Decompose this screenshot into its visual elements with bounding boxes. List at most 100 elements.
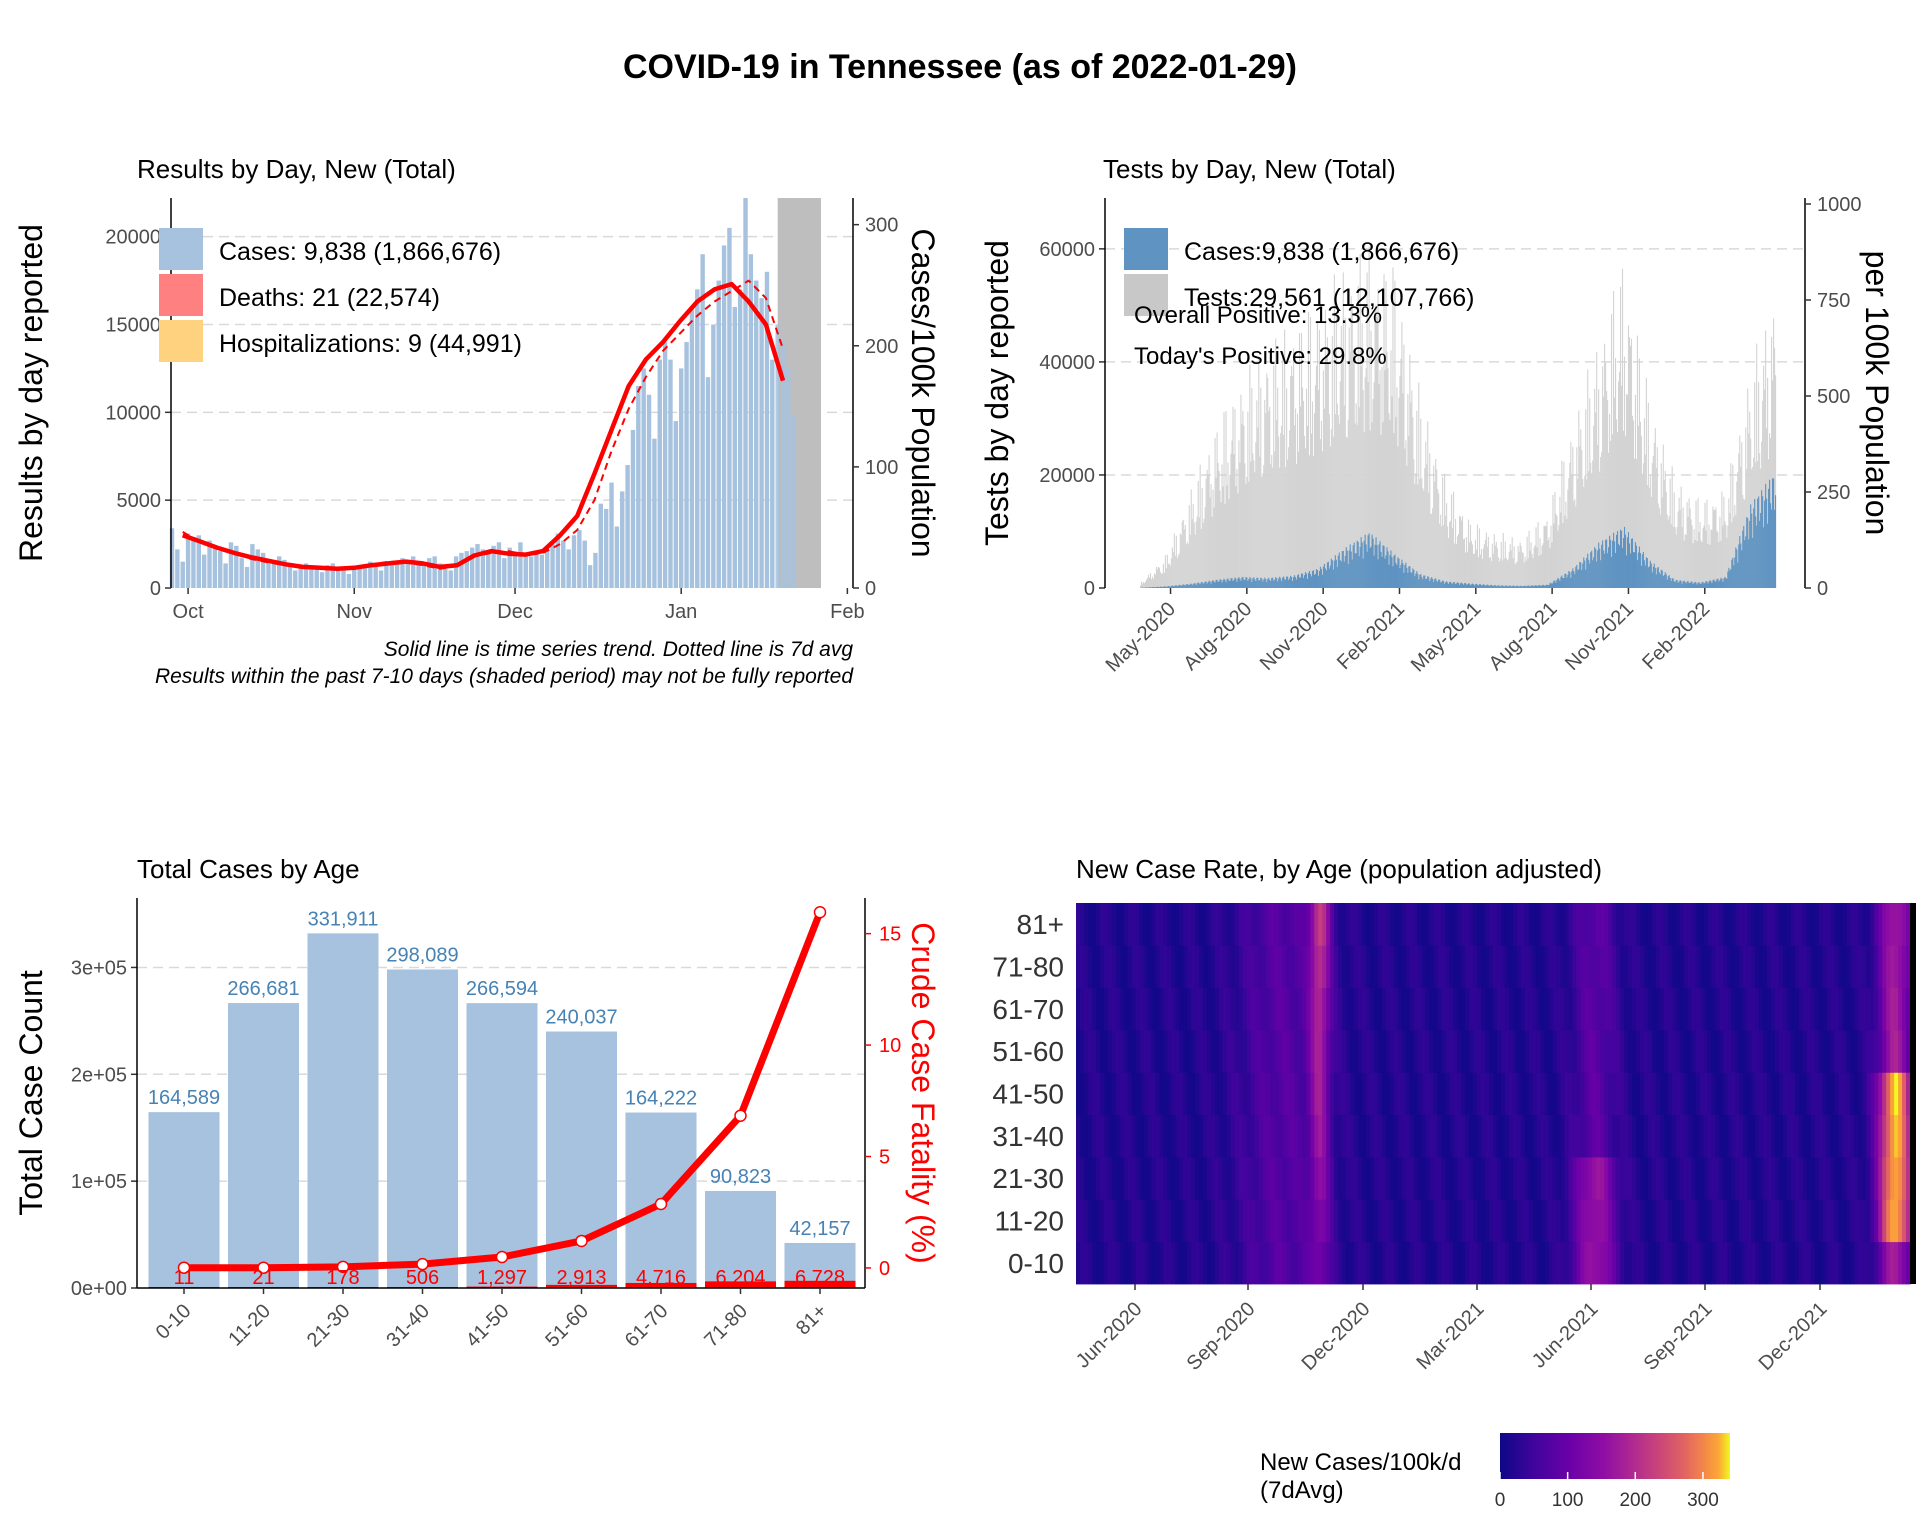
case-bar [1288,579,1290,588]
test-bar [1378,384,1380,588]
y2-axis-title: Cases/100k Population [905,228,941,557]
test-bar [1730,463,1732,588]
note-line: Results within the past 7-10 days (shade… [155,665,854,688]
case-bar [1725,578,1727,588]
test-bar [1167,563,1169,588]
test-bar [1162,563,1164,588]
heat-cell [1095,1030,1101,1073]
heat-cell [1798,1072,1804,1116]
heat-cell [1242,903,1248,946]
heat-cell [1354,1114,1359,1158]
x-tick-label: Feb-2022 [1638,598,1714,674]
case-bar [1755,516,1757,588]
case-bar [1694,581,1696,588]
heat-cell [1496,987,1502,1031]
bar [732,306,737,588]
case-bar [1577,570,1579,588]
test-bar [1453,491,1455,588]
heat-cell [1139,1072,1145,1116]
heat-cell [1290,1199,1296,1243]
test-bar [1293,348,1295,588]
case-bar [1400,564,1402,588]
heat-cell [1318,1030,1323,1073]
legend-title: (7dAvg) [1260,1477,1344,1504]
test-bar [1529,550,1531,588]
heat-cell [1485,987,1490,1031]
heat-cell [1608,1241,1613,1285]
heat-cell [1079,1114,1085,1158]
heat-cell [1767,1072,1772,1116]
heat-cell [1707,1241,1713,1285]
test-bar [1515,562,1517,588]
heat-cell [1771,945,1776,989]
heat-cell [1429,1072,1435,1116]
heat-cell [1608,987,1613,1031]
heat-cell [1373,987,1379,1031]
heat-cell [1691,903,1697,946]
heat-cell [1318,1157,1323,1200]
heat-cell [1127,987,1133,1031]
case-bar [1270,580,1272,588]
heat-cell [1091,1199,1097,1243]
heat-cell [1195,987,1200,1031]
heat-cell [1477,1114,1482,1158]
test-bar [1287,459,1289,588]
heat-cell [1346,903,1351,946]
heat-cell [1413,1199,1419,1243]
test-bar [1695,500,1697,588]
case-bar [1701,582,1703,588]
heat-cell [1290,903,1296,946]
heat-cell [1743,987,1748,1031]
heat-cell [1457,987,1462,1031]
heat-cell [1215,1241,1220,1285]
heat-cell [1500,1241,1506,1285]
heat-cell [1171,1157,1176,1200]
case-bar [1589,563,1591,588]
case-bar [1362,558,1364,588]
bar [389,561,394,588]
heat-cell [1437,1241,1442,1285]
case-bar [1550,582,1552,588]
heat-cell [1858,1030,1863,1073]
heat-cell [1822,903,1828,946]
heat-cell [1695,1072,1701,1116]
case-bar [1558,579,1560,588]
heat-cell [1782,1072,1788,1116]
heat-cell [1838,903,1844,946]
heat-cell [1667,1199,1673,1243]
fatality-point [575,1234,588,1248]
case-bar [1250,578,1252,588]
test-bar [1171,547,1173,588]
heat-cell [1782,1241,1788,1285]
heat-cell [1536,1157,1542,1200]
heat-cell [1707,987,1713,1031]
case-bar [1744,540,1746,588]
heat-cell [1858,1157,1863,1200]
heat-cell [1246,1030,1252,1073]
heat-cell [1798,903,1804,946]
heat-cell [1560,987,1566,1031]
test-bar [1574,499,1576,588]
test-bar [1321,451,1323,588]
test-bar [1339,381,1341,588]
heat-cell [1155,1241,1160,1285]
heat-cell [1500,1199,1506,1243]
test-bar [1189,534,1191,588]
heat-cell [1580,1030,1585,1073]
test-bar [1611,314,1613,588]
case-bar [1733,565,1735,588]
case-bar [1301,573,1304,588]
heat-cell [1250,1241,1256,1285]
heat-cell [1711,1072,1716,1116]
case-bar [1568,570,1570,588]
heat-cell [1357,1241,1363,1285]
test-bar [1298,451,1300,588]
heat-cell [1858,1072,1863,1116]
heat-cell [1270,1114,1276,1158]
test-bar [1615,358,1617,588]
x-tick-label: Nov [336,601,372,623]
heat-cell [1707,1114,1713,1158]
heat-cell [1667,1114,1673,1158]
heat-cell [1143,987,1149,1031]
heat-cell [1286,1241,1292,1285]
